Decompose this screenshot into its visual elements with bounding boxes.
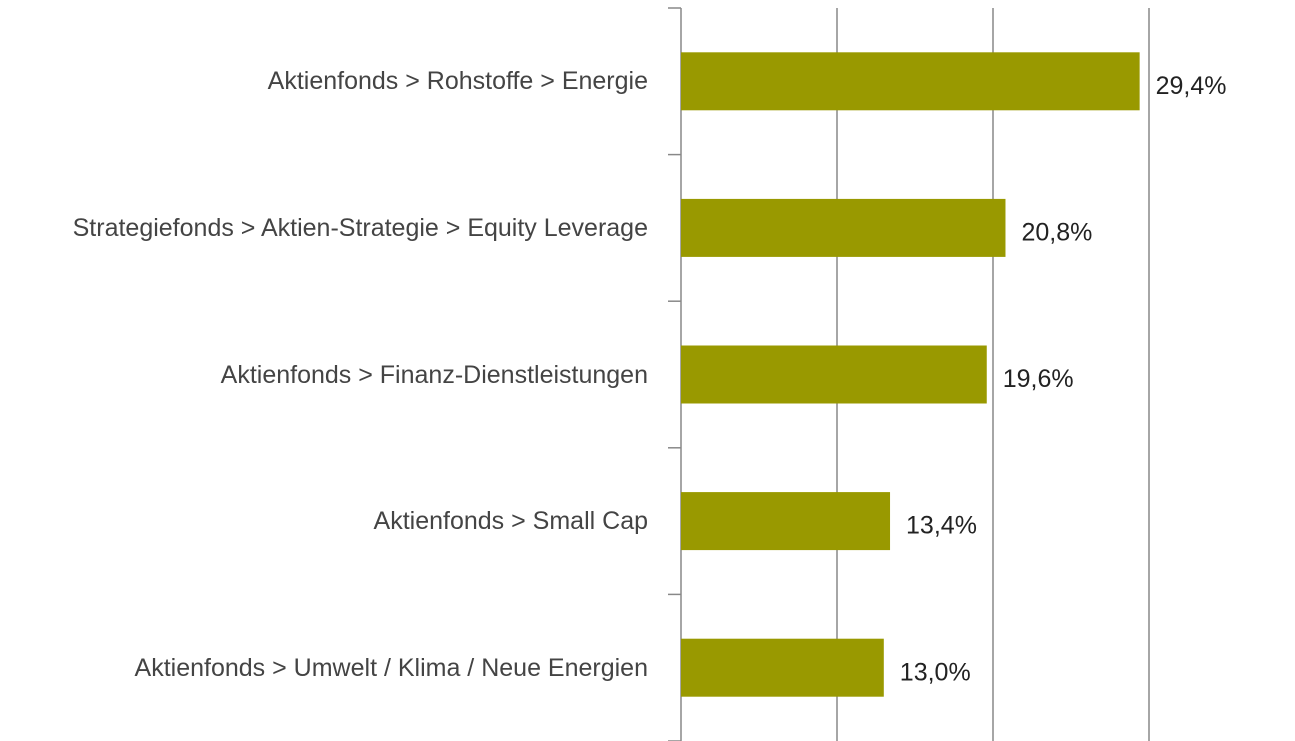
value-label: 19,6%: [1003, 365, 1074, 393]
bar: [681, 345, 987, 404]
value-label: 20,8%: [1021, 219, 1092, 247]
category-label-box: Aktienfonds > Small Cap: [0, 503, 648, 539]
value-label: 13,0%: [900, 658, 971, 686]
bar: [681, 52, 1140, 111]
category-label: Aktienfonds > Umwelt / Klima / Neue Ener…: [134, 653, 648, 682]
category-label-box: Aktienfonds > Rohstoffe > Energie: [0, 63, 648, 99]
bar: [681, 638, 884, 697]
bar: [681, 198, 1006, 257]
category-label: Aktienfonds > Small Cap: [373, 507, 648, 536]
category-label-box: Aktienfonds > Umwelt / Klima / Neue Ener…: [0, 650, 648, 686]
value-label: 29,4%: [1156, 72, 1227, 100]
category-label-box: Aktienfonds > Finanz-Dienstleistungen: [0, 357, 648, 393]
category-label: Strategiefonds > Aktien-Strategie > Equi…: [72, 213, 648, 242]
bar: [681, 492, 891, 551]
category-label: Aktienfonds > Finanz-Dienstleistungen: [220, 360, 648, 389]
category-label: Aktienfonds > Rohstoffe > Energie: [267, 67, 648, 96]
value-label: 13,4%: [906, 512, 977, 540]
category-label-box: Strategiefonds > Aktien-Strategie > Equi…: [0, 210, 648, 246]
